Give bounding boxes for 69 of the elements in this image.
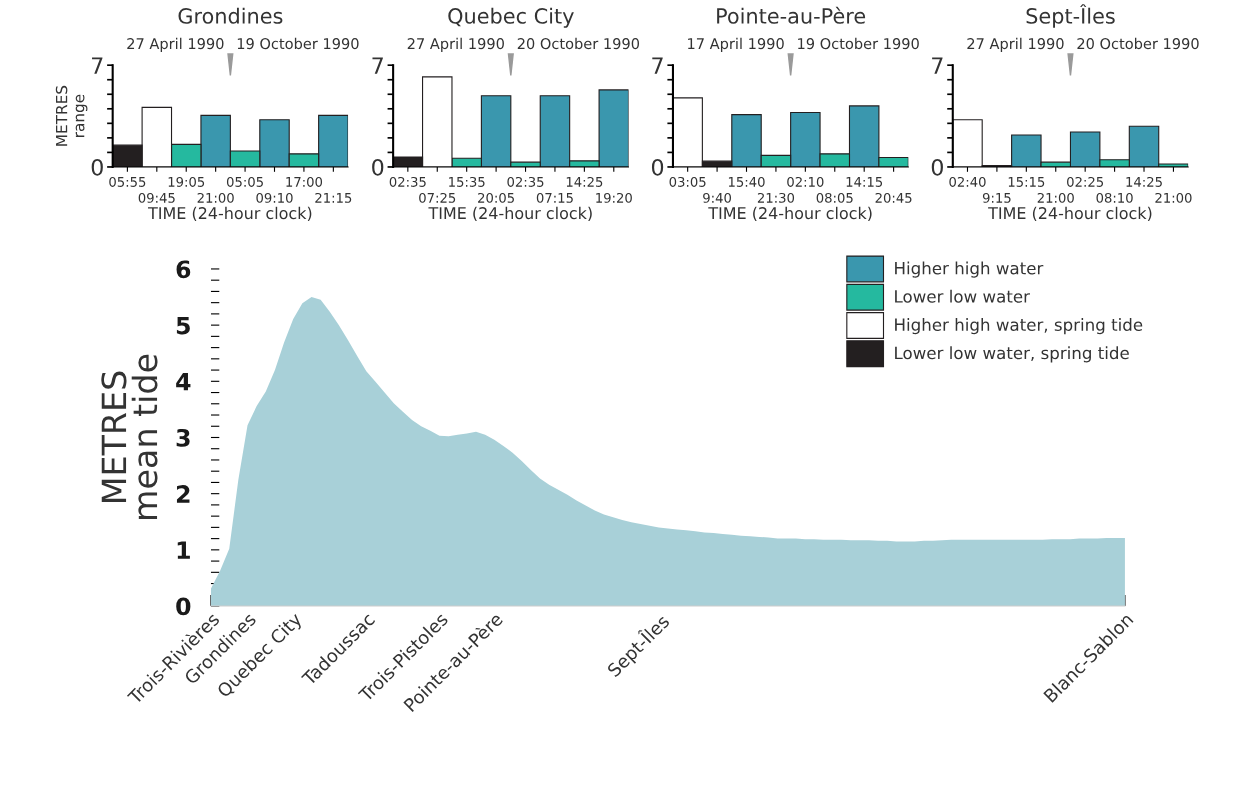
x-axis-title: TIME (24-hour clock) [708,206,872,222]
x-tick-label: 08:05 [816,192,853,203]
x-tick-label: 15:35 [449,176,485,187]
text: 27 April 1990 [407,37,504,52]
y-tick-label: 7 [652,57,663,74]
x-tick-label: 14:25 [1126,176,1162,187]
text: 17 April 1990 [688,37,784,52]
chart-title: Pointe-au-Père [717,6,866,24]
x-tick-label: 15:15 [1008,177,1045,187]
x-tick-label: 09:10 [256,192,293,203]
x-tick-label: 9:40 [703,192,732,203]
chart-title: Quebec City [448,7,574,28]
x-tick-label: 14:25 [566,176,603,187]
text: 20 October 1990 [1077,37,1199,50]
text: 27 April 1990 [967,37,1064,52]
y-tick-label: 0 [651,158,664,176]
x-tick-label: 21:30 [757,192,795,203]
x-tick-label: 07:15 [536,192,573,203]
x-tick-label: 9:15 [982,192,1011,203]
text: 19 October 1990 [237,37,359,50]
y-tick-label: 7 [932,57,943,74]
y-tick-label: 2 [176,485,190,503]
x-tick-label: 17:00 [286,176,323,187]
x-tick-label: 03:05 [669,176,706,187]
x-tick-label: 21:00 [1037,192,1074,203]
y-tick-label: 0 [176,597,191,616]
y-axis-title: METRES range [55,85,88,146]
y-axis-title: METRES mean tide [101,354,158,520]
y-tick-label: 7 [372,57,383,74]
x-tick-label: 20:45 [875,192,912,203]
x-tick-label: 02:35 [389,176,426,187]
x-axis-title: TIME (24-hour clock) [148,206,312,222]
x-tick-label: 05:05 [226,176,263,187]
text: 20 October 1990 [517,37,640,50]
chart-title: Grondines [178,7,283,24]
x-tick-label: 02:40 [949,176,986,187]
x-tick-label: 09:45 [138,192,175,203]
y-tick-label: 7 [92,57,103,74]
x-tick-label: 02:10 [787,176,824,187]
x-axis-title: TIME (24-hour clock) [428,206,592,222]
x-tick-label: 02:35 [507,176,544,187]
y-tick-label: 5 [176,316,190,335]
legend-label: Higher high water [895,261,1044,278]
x-tick-label: 05:55 [109,176,146,187]
x-tick-label: 21:00 [1155,192,1192,203]
chart-title: Sept-Îles [1026,4,1115,28]
y-tick-label: 3 [176,428,190,447]
y-tick-label: 4 [176,373,191,391]
x-tick-label: 20:05 [478,192,514,203]
x-tick-label: 21:15 [315,192,352,203]
legend-label: Lower low water, spring tide [895,346,1129,363]
x-tick-label: 02:25 [1067,176,1104,187]
x-tick-label: 21:00 [197,192,234,203]
y-tick-label: 6 [176,260,191,279]
y-tick-label: 0 [91,158,103,176]
x-tick-label: 14:15 [846,177,883,187]
x-tick-label: 07:25 [419,192,456,203]
text: 19 October 1990 [798,37,919,50]
x-tick-label: 19:05 [168,176,205,187]
y-tick-label: 1 [177,541,190,559]
legend-label: Lower low water [895,289,1030,303]
x-tick-label: 15:40 [728,176,765,187]
y-tick-label: 0 [931,158,943,176]
x-axis-title: TIME (24-hour clock) [988,206,1152,222]
x-tick-label: 08:10 [1096,192,1133,203]
text: 27 April 1990 [127,37,224,52]
y-tick-label: 0 [372,158,384,176]
legend-label: Higher high water, spring tide [895,318,1143,335]
x-tick-label: 19:20 [596,192,632,203]
